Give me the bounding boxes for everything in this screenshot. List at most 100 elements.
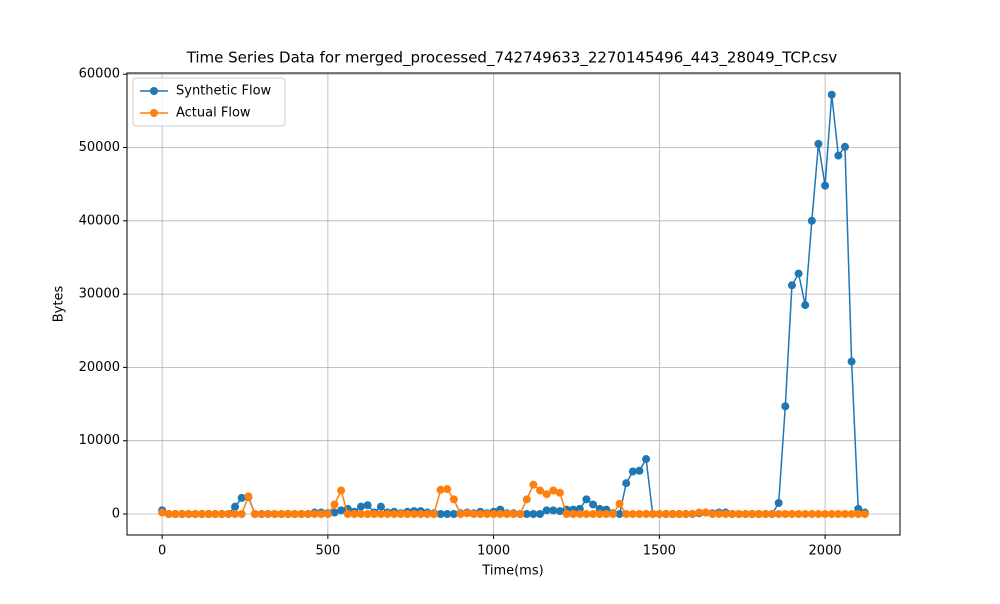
data-point: [303, 510, 312, 518]
data-point: [708, 510, 717, 518]
data-point: [648, 510, 657, 518]
data-point: [681, 510, 690, 518]
data-point: [688, 510, 697, 518]
data-point: [807, 510, 816, 518]
data-point: [429, 510, 438, 518]
data-point: [231, 510, 240, 518]
data-point: [555, 507, 564, 516]
data-point: [608, 510, 617, 518]
data-point: [840, 142, 849, 151]
data-point: [721, 510, 730, 518]
data-point: [456, 510, 465, 518]
data-point: [622, 510, 631, 518]
data-point: [158, 508, 167, 517]
data-point: [516, 510, 525, 518]
data-point: [449, 495, 458, 504]
data-point: [436, 485, 445, 494]
data-point: [257, 510, 266, 518]
data-point: [860, 510, 869, 518]
x-tick-label: 1500: [643, 544, 676, 559]
data-point: [284, 510, 293, 518]
data-point: [476, 510, 485, 518]
data-point: [290, 510, 299, 518]
data-point: [787, 510, 796, 518]
x-tick-label: 500: [315, 544, 340, 559]
data-point: [357, 510, 366, 518]
data-point: [403, 510, 412, 518]
data-point: [768, 510, 777, 518]
data-point: [781, 510, 790, 518]
data-point: [575, 510, 584, 518]
x-tick-label: 2000: [809, 544, 842, 559]
y-axis-label: Bytes: [52, 286, 67, 323]
data-point: [847, 510, 856, 518]
data-point: [569, 510, 578, 518]
data-point: [595, 510, 604, 518]
data-point: [436, 510, 445, 518]
data-point: [178, 510, 187, 518]
y-tick-label: 20000: [79, 360, 120, 375]
data-point: [184, 510, 193, 518]
data-point: [854, 510, 863, 518]
data-point: [443, 510, 452, 518]
data-point: [469, 510, 478, 518]
data-point: [628, 467, 637, 476]
data-point: [529, 510, 538, 518]
data-point: [834, 510, 843, 518]
data-point: [237, 510, 246, 518]
data-point: [330, 508, 339, 517]
data-point: [383, 510, 392, 518]
data-point: [622, 479, 631, 488]
data-point: [509, 510, 518, 518]
data-point: [370, 510, 379, 518]
data-point: [357, 502, 366, 511]
data-point: [310, 510, 319, 518]
data-point: [801, 510, 810, 518]
data-point: [204, 510, 213, 518]
data-point: [794, 510, 803, 518]
data-point: [562, 510, 571, 518]
y-tick-label: 0: [112, 507, 120, 522]
y-tick-label: 30000: [79, 287, 120, 302]
data-point: [224, 510, 233, 518]
data-point: [840, 510, 849, 518]
data-point: [821, 181, 830, 190]
data-point: [376, 510, 385, 518]
data-point: [502, 510, 511, 518]
plot-frame: [126, 72, 901, 536]
data-point: [801, 301, 810, 310]
data-point: [734, 510, 743, 518]
data-point: [741, 510, 750, 518]
data-point: [522, 495, 531, 504]
legend: Synthetic Flow Actual Flow: [132, 77, 286, 127]
data-point: [794, 269, 803, 278]
data-point: [589, 510, 598, 518]
data-point: [496, 510, 505, 518]
data-point: [217, 510, 226, 518]
data-point: [529, 480, 538, 489]
data-point: [489, 510, 498, 518]
data-point: [728, 510, 737, 518]
data-point: [701, 508, 710, 517]
data-point: [602, 510, 611, 518]
data-point: [536, 486, 545, 495]
data-point: [231, 502, 240, 511]
series-line: [161, 94, 866, 515]
data-point: [522, 510, 531, 518]
legend-label: Synthetic Flow: [176, 84, 272, 99]
data-point: [542, 490, 551, 499]
data-point: [781, 402, 790, 411]
data-point: [396, 510, 405, 518]
data-point: [423, 510, 432, 518]
data-point: [416, 510, 425, 518]
data-point: [774, 499, 783, 508]
data-point: [237, 493, 246, 502]
data-point: [211, 510, 220, 518]
data-point: [390, 510, 399, 518]
data-point: [748, 510, 757, 518]
data-point: [827, 510, 836, 518]
data-point: [463, 509, 472, 518]
data-point: [814, 139, 823, 148]
data-point: [244, 492, 253, 501]
data-point: [582, 510, 591, 518]
